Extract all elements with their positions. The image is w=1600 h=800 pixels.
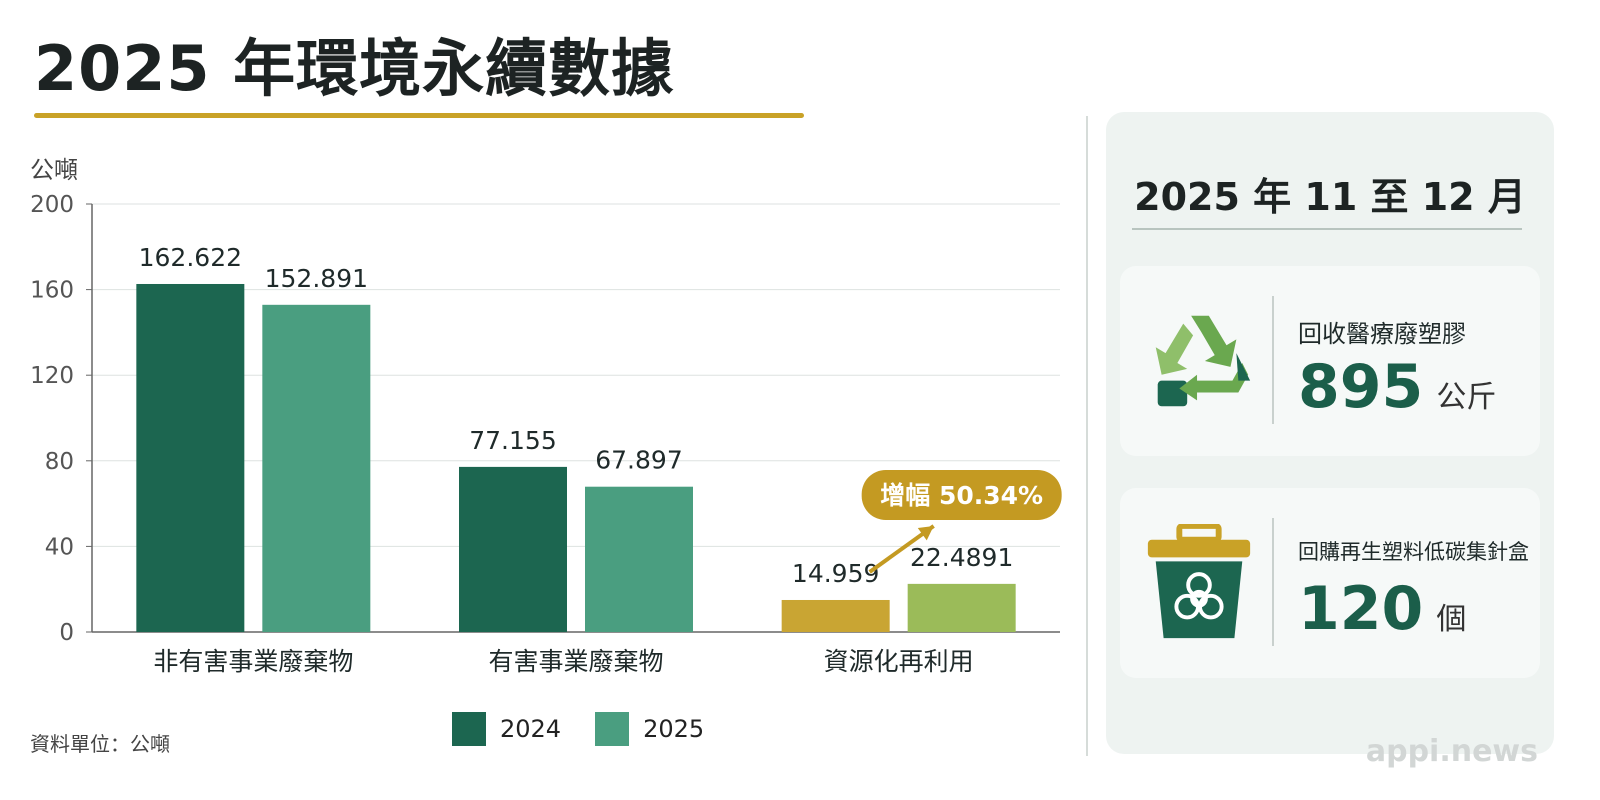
period-title: 2025 年 11 至 12 月 bbox=[1134, 175, 1526, 219]
y-tick-label: 80 bbox=[45, 449, 74, 475]
recycle-icon bbox=[1155, 315, 1251, 407]
stat-unit: 個 bbox=[1436, 602, 1467, 637]
value-label: 22.4891 bbox=[910, 543, 1013, 572]
card-separator bbox=[1272, 518, 1274, 646]
bar-2025-2 bbox=[907, 583, 1016, 632]
stat-label: 回收醫療廢塑膠 bbox=[1298, 320, 1466, 348]
annotation-text: 增幅 50.34% bbox=[880, 481, 1043, 510]
legend-item-2024: 2024 bbox=[452, 712, 561, 746]
stat-value: 895 bbox=[1298, 352, 1424, 422]
y-tick-label: 200 bbox=[30, 192, 74, 218]
section-divider bbox=[1086, 116, 1088, 756]
page-title: 2025 年環境永續數據 bbox=[34, 32, 675, 105]
value-label: 152.891 bbox=[265, 264, 368, 293]
title-underline bbox=[34, 113, 804, 118]
chart-legend: 2024 2025 bbox=[452, 712, 704, 746]
unit-footnote: 資料單位：公噸 bbox=[30, 732, 170, 756]
y-tick-label: 0 bbox=[59, 620, 74, 646]
bar-2024-0 bbox=[136, 283, 245, 632]
stat-value-row: 895 公斤 bbox=[1298, 352, 1496, 422]
y-tick-labels: 0 40 80 120 160 200 bbox=[30, 192, 74, 646]
y-tick-label: 40 bbox=[45, 534, 74, 560]
card-separator bbox=[1272, 296, 1274, 424]
annotation-arrowhead bbox=[917, 526, 934, 541]
value-label: 14.959 bbox=[792, 559, 879, 588]
value-labels: 162.622 152.891 77.155 67.897 14.959 22.4891 bbox=[139, 243, 1014, 588]
legend-item-2025: 2025 bbox=[595, 712, 704, 746]
side-panel: 2025 年 11 至 12 月 回收醫療廢塑膠 895 公斤 回購再生塑料低碳… bbox=[1106, 112, 1554, 754]
y-axis-label: 公噸 bbox=[30, 156, 78, 184]
y-tick-label: 160 bbox=[30, 278, 74, 304]
bar-2025-0 bbox=[262, 304, 371, 632]
bar-chart: 公噸 0 40 80 120 160 200 162.622 152.891 77.155 67… bbox=[30, 156, 1062, 676]
value-label: 162.622 bbox=[139, 243, 242, 272]
stat-value-row: 120 個 bbox=[1298, 574, 1466, 644]
stat-card-sharps-box: 回購再生塑料低碳集針盒 120 個 bbox=[1120, 488, 1540, 678]
y-tick-label: 120 bbox=[30, 363, 74, 389]
legend-swatch-2024 bbox=[452, 712, 486, 746]
watermark: appi.news bbox=[1365, 734, 1538, 769]
annotation-pill bbox=[861, 470, 1062, 520]
x-tick-labels: 非有害事業廢棄物 有害事業廢棄物 資源化再利用 bbox=[153, 647, 973, 676]
legend-label-2024: 2024 bbox=[500, 715, 562, 743]
chart-grid bbox=[86, 203, 1060, 633]
biohazard-bin-icon bbox=[1147, 524, 1251, 639]
stat-value: 120 bbox=[1298, 574, 1424, 644]
legend-label-2025: 2025 bbox=[643, 715, 705, 743]
bar-2025-1 bbox=[585, 486, 693, 632]
chart-bars bbox=[136, 283, 1016, 632]
value-label: 77.155 bbox=[469, 426, 556, 455]
value-label: 67.897 bbox=[595, 446, 682, 475]
stat-label: 回購再生塑料低碳集針盒 bbox=[1298, 540, 1529, 564]
period-rule bbox=[1132, 228, 1522, 230]
x-tick-label: 有害事業廢棄物 bbox=[488, 647, 663, 676]
increase-annotation: 增幅 50.34% bbox=[861, 470, 1062, 574]
bar-2024-1 bbox=[459, 466, 567, 632]
bar-2024-2 bbox=[781, 599, 890, 632]
stat-unit: 公斤 bbox=[1436, 380, 1497, 415]
x-tick-label: 資源化再利用 bbox=[824, 647, 974, 676]
legend-swatch-2025 bbox=[595, 712, 630, 746]
x-tick-label: 非有害事業廢棄物 bbox=[153, 647, 353, 676]
stat-card-recycled-plastic: 回收醫療廢塑膠 895 公斤 bbox=[1120, 266, 1540, 456]
